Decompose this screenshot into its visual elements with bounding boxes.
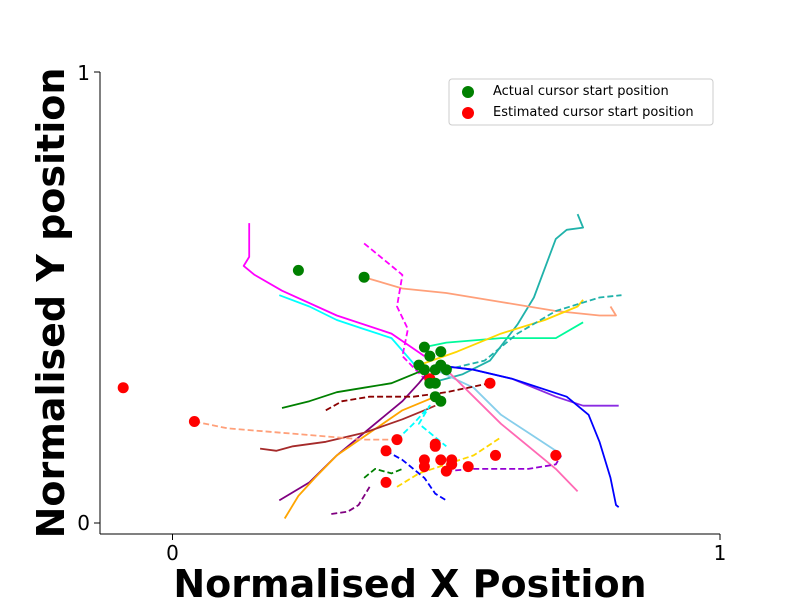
trajectory-line-12 <box>445 369 579 493</box>
estimated-start-point-12 <box>462 461 474 473</box>
trajectory-line-24 <box>363 467 403 479</box>
trajectory-line-1 <box>429 213 584 385</box>
trajectory-line-16 <box>259 404 436 452</box>
legend-marker-actual <box>462 86 474 98</box>
legend-label-actual: Actual cursor start position <box>493 84 669 99</box>
legend-label-estimated: Estimated cursor start position <box>493 105 694 120</box>
actual-start-point-3 <box>418 341 430 353</box>
actual-start-point-12 <box>429 377 441 389</box>
estimated-start-point-14 <box>550 449 562 461</box>
start-position-markers <box>117 264 562 488</box>
estimated-start-point-2 <box>188 416 200 427</box>
trajectory-line-10 <box>435 364 620 508</box>
trajectory-line-19 <box>396 404 447 447</box>
y-tick-label-1: 1 <box>77 61 90 85</box>
trajectory-line-6 <box>242 223 425 357</box>
legend-frame <box>448 78 714 126</box>
actual-start-point-1 <box>292 264 304 276</box>
trajectory-line-11 <box>434 368 562 459</box>
legend: Actual cursor start position Estimated c… <box>448 78 714 126</box>
estimated-start-point-1 <box>117 382 129 394</box>
y-axis-title: Normalised Y position <box>29 68 73 539</box>
legend-marker-estimated <box>462 107 474 119</box>
estimated-start-point-4 <box>380 445 392 457</box>
trajectory-line-17 <box>325 382 491 412</box>
trajectory-line-15 <box>283 395 436 519</box>
actual-start-point-8 <box>435 346 447 358</box>
estimated-start-point-11 <box>440 465 452 477</box>
estimated-start-point-16 <box>484 377 496 389</box>
estimated-start-point-17 <box>429 440 441 452</box>
y-tick-label-0: 0 <box>77 511 90 535</box>
estimated-start-point-13 <box>490 449 501 461</box>
estimated-start-point-3 <box>391 434 403 446</box>
trajectory-line-14 <box>278 369 431 502</box>
series-lines <box>194 213 622 519</box>
trajectory-line-8 <box>363 242 430 380</box>
actual-start-point-2 <box>358 271 370 283</box>
trajectory-line-21 <box>385 450 447 502</box>
estimated-start-point-15 <box>380 476 392 488</box>
actual-start-point-6 <box>418 364 430 376</box>
trajectory-line-23 <box>331 486 371 515</box>
trajectory-line-3 <box>424 321 584 348</box>
x-axis-title: Normalised X Position <box>173 562 646 600</box>
trajectory-line-13 <box>281 368 425 409</box>
trajectory-line-2 <box>363 276 617 317</box>
estimated-start-point-7 <box>435 454 447 466</box>
trajectory-line-7 <box>278 294 420 371</box>
actual-start-point-4 <box>424 350 436 362</box>
estimated-start-point-10 <box>418 461 430 473</box>
x-tick-label-1: 1 <box>714 541 727 565</box>
trajectory-line-4 <box>418 299 584 366</box>
actual-start-point-10 <box>440 364 452 376</box>
actual-start-point-14 <box>435 395 447 407</box>
trajectory-line-5 <box>446 294 622 371</box>
x-tick-label-0: 0 <box>166 541 179 565</box>
